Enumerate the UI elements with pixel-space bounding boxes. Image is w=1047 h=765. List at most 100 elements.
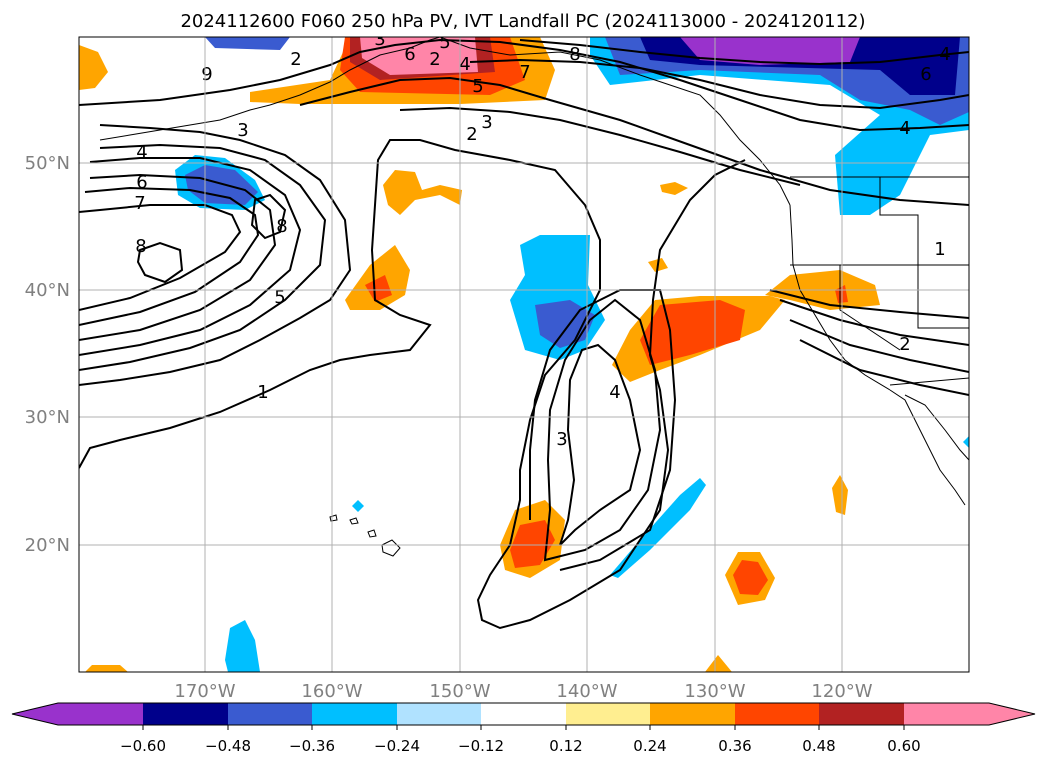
contour-label: 2 bbox=[899, 334, 910, 355]
contour-label: 4 bbox=[899, 118, 910, 139]
field-blue-small-b bbox=[352, 500, 364, 512]
contour-label: 4 bbox=[136, 142, 147, 163]
contour-label: 5 bbox=[274, 287, 285, 308]
contour-label: 1 bbox=[934, 239, 945, 260]
contour-5 bbox=[79, 173, 277, 341]
colorbar-segment bbox=[397, 703, 481, 725]
lon-label: 140°W bbox=[556, 681, 617, 702]
contour-east-b bbox=[789, 319, 969, 373]
coast-baja bbox=[889, 389, 966, 506]
border-us-mexico bbox=[889, 377, 969, 386]
colorbar-tick-label: −0.24 bbox=[374, 737, 420, 755]
contour-jet-e bbox=[519, 39, 969, 66]
lon-label: 160°W bbox=[301, 681, 362, 702]
contour-8-closed bbox=[136, 241, 184, 284]
field-red-160w-42n bbox=[365, 275, 392, 302]
contour-label: 3 bbox=[237, 120, 248, 141]
colorbar-tick-label: 0.60 bbox=[887, 737, 920, 755]
contour-label: 2 bbox=[290, 49, 301, 70]
lon-label: 130°W bbox=[684, 681, 745, 702]
lon-label: 150°W bbox=[429, 681, 490, 702]
contour-label: 8 bbox=[569, 44, 580, 65]
lat-label: 20°N bbox=[25, 535, 70, 556]
colorbar-tick-label: −0.12 bbox=[458, 737, 504, 755]
contour-jet-a bbox=[79, 38, 969, 132]
colorbar-ticks bbox=[142, 725, 905, 730]
lat-label: 50°N bbox=[25, 153, 70, 174]
contour-label: 8 bbox=[135, 236, 146, 257]
figure-title: 2024112600 F060 250 hPa PV, IVT Landfall… bbox=[180, 11, 865, 32]
map-panel: 1 2 3 4 5 6 7 8 9 2 3 4 5 6 7 8 2 3 4 1 bbox=[78, 29, 970, 673]
contour-label: 3 bbox=[374, 29, 385, 50]
contour-6 bbox=[79, 186, 260, 326]
contour-trough-inner-b bbox=[543, 298, 662, 562]
colorbar-tick-labels: −0.60 −0.48 −0.36 −0.24 −0.12 0.12 0.24 … bbox=[120, 737, 921, 755]
colorbar-tick-label: −0.48 bbox=[205, 737, 251, 755]
contour-label: 4 bbox=[459, 54, 470, 75]
colorbar-segment bbox=[819, 703, 904, 725]
contour-4 bbox=[79, 157, 302, 356]
contour-label: 6 bbox=[404, 44, 415, 65]
contour-east-c bbox=[799, 339, 969, 396]
field-orange-small-c bbox=[832, 475, 848, 515]
lat-label: 30°N bbox=[25, 407, 70, 428]
lon-label: 120°W bbox=[811, 681, 872, 702]
lat-label: 40°N bbox=[25, 280, 70, 301]
colorbar-tick-label: 0.36 bbox=[718, 737, 751, 755]
contour-east-d bbox=[769, 289, 969, 319]
field-orange-153w-48n bbox=[383, 170, 462, 215]
contour-3 bbox=[79, 143, 327, 371]
contour-9-small bbox=[250, 193, 287, 240]
field-red-127w-17n bbox=[733, 560, 768, 595]
field-wpac-blue bbox=[185, 165, 258, 205]
gridlines bbox=[79, 37, 969, 672]
field-blue-small-a bbox=[225, 620, 260, 672]
contour-trough-inner-a bbox=[559, 343, 642, 546]
field-orange-small-d bbox=[705, 655, 732, 672]
contour-label: 1 bbox=[257, 382, 268, 403]
island-hawaii-maui bbox=[367, 529, 377, 538]
field-blue-streak bbox=[610, 478, 706, 578]
colorbar-segment bbox=[312, 703, 397, 725]
contour-2 bbox=[79, 124, 352, 386]
lat-axis-labels: 50°N 40°N 30°N 20°N bbox=[25, 153, 70, 556]
pv-contours bbox=[79, 38, 969, 630]
contour-label: 8 bbox=[276, 216, 287, 237]
contour-label: 4 bbox=[939, 44, 950, 65]
colorbar-segment bbox=[904, 703, 1035, 725]
colorbar-tick-label: −0.60 bbox=[120, 737, 166, 755]
island-hawaii-kauai bbox=[329, 514, 338, 522]
field-orange-left-edge bbox=[79, 45, 108, 90]
field-orange-small-e bbox=[85, 665, 128, 672]
field-canada-purple bbox=[680, 37, 860, 65]
border-states-b bbox=[879, 177, 969, 329]
colorbar: −0.60 −0.48 −0.36 −0.24 −0.12 0.12 0.24 … bbox=[11, 702, 1036, 755]
colorbar-outline bbox=[11, 702, 1036, 726]
contour-label-group: 1 2 3 4 5 6 7 8 9 2 3 4 5 6 7 8 2 3 4 1 bbox=[134, 29, 950, 450]
coast-mexico-mainland bbox=[904, 394, 969, 461]
map-background bbox=[79, 37, 969, 672]
colorbar-tick-label: 0.24 bbox=[633, 737, 666, 755]
contour-label: 9 bbox=[201, 64, 212, 85]
contour-label: 7 bbox=[134, 193, 145, 214]
colorbar-segment bbox=[735, 703, 819, 725]
colorbar-tick-label: 0.48 bbox=[802, 737, 835, 755]
colorbar-tick-label: 0.12 bbox=[549, 737, 582, 755]
coast-aleutians bbox=[99, 104, 271, 141]
contour-label: 5 bbox=[472, 76, 483, 97]
border-states-c bbox=[839, 265, 901, 351]
contour-label: 3 bbox=[556, 429, 567, 450]
contour-label: 6 bbox=[136, 172, 147, 193]
contour-jet-d bbox=[469, 58, 969, 110]
field-blue-small-c bbox=[963, 436, 969, 448]
contour-label: 3 bbox=[481, 112, 492, 133]
contour-7 bbox=[79, 204, 242, 311]
field-orange-160w-42n bbox=[345, 245, 410, 310]
contour-label: 2 bbox=[429, 49, 440, 70]
field-red-145w-20n bbox=[510, 520, 555, 568]
colorbar-segment bbox=[12, 703, 143, 725]
island-hawaii-oahu bbox=[349, 517, 359, 525]
contour-label: 6 bbox=[920, 64, 931, 85]
coast-gulf-of-alaska bbox=[439, 37, 791, 206]
